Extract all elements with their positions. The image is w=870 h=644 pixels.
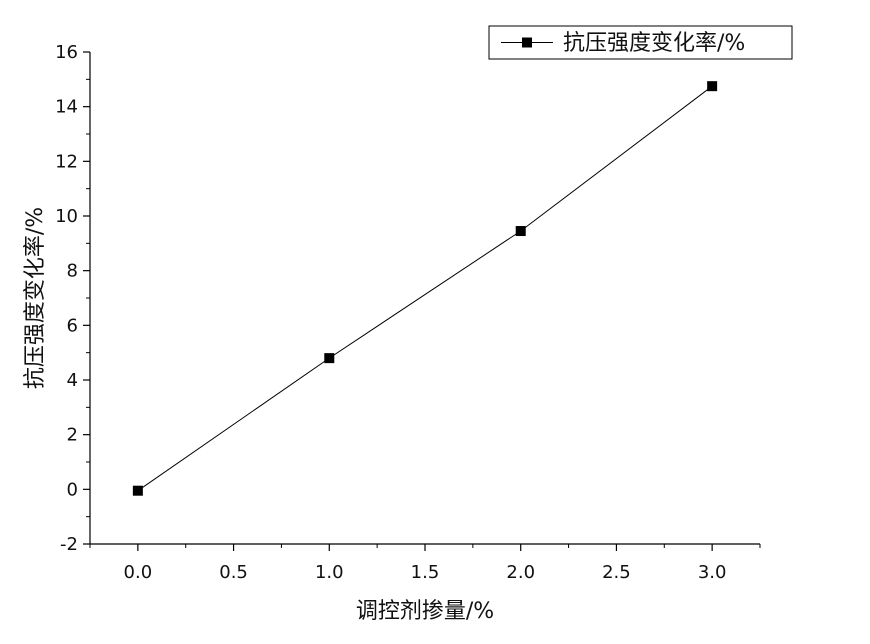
y-tick-label: 10 [55,206,78,227]
legend-marker-sample [522,37,532,48]
x-tick-label: 1.0 [315,562,344,583]
x-tick-label: 2.0 [506,562,535,583]
x-tick-label: 2.5 [602,562,631,583]
data-point-marker [707,81,718,92]
y-tick-label: 6 [67,315,78,336]
y-axis-title: 抗压强度变化率/% [23,207,48,389]
y-tick-label: 2 [67,425,78,446]
x-tick-label: 0.5 [219,562,248,583]
y-tick-label: 0 [67,479,78,500]
x-tick-label: 3.0 [698,562,727,583]
y-tick-label: 4 [67,370,78,391]
y-tick-label: 8 [67,261,78,282]
y-tick-label: 16 [55,42,78,63]
x-tick-label: 0.0 [124,562,153,583]
y-tick-label: 14 [55,97,78,118]
x-axis-title: 调控剂掺量/% [356,599,494,624]
y-tick-label: -2 [60,534,78,555]
data-point-marker [515,226,526,237]
series-line [137,85,713,492]
data-point-marker [132,485,143,496]
y-tick-label: 12 [55,151,78,172]
x-tick-label: 1.5 [411,562,440,583]
data-point-marker [324,353,335,364]
legend-label: 抗压强度变化率/% [563,31,745,56]
